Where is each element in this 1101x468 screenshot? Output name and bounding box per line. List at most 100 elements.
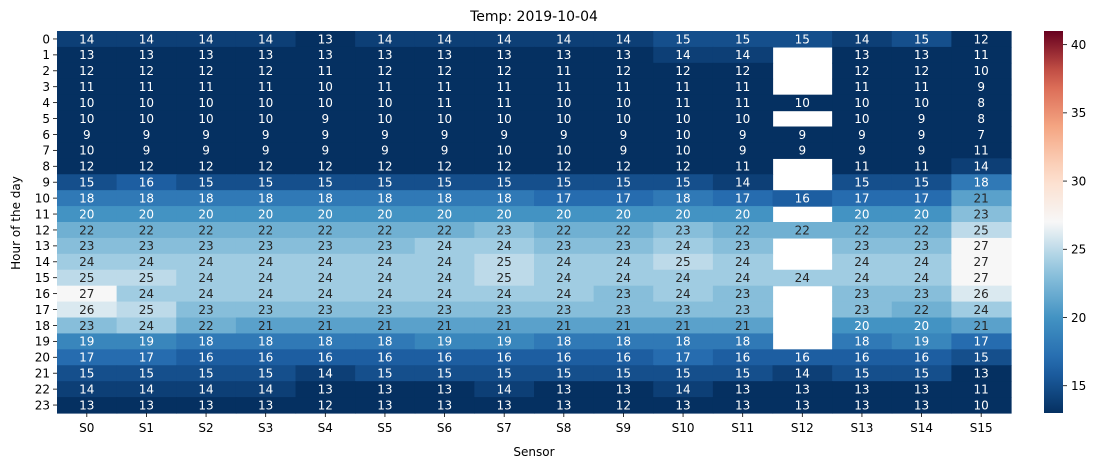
cell-value-label: 20	[914, 207, 929, 221]
heatmap-cell	[295, 31, 356, 48]
cell-value-label: 21	[974, 319, 989, 333]
cell-value-label: 24	[198, 255, 213, 269]
colorbar-tick-label: 15	[1071, 379, 1086, 393]
heatmap-cell	[176, 237, 237, 255]
cell-value-label: 15	[198, 176, 213, 190]
cell-value-label: 23	[258, 239, 273, 253]
heatmap-cell	[891, 110, 952, 128]
y-tick-label: 6	[42, 128, 50, 142]
heatmap-cell	[772, 94, 833, 112]
cell-value-label: 14	[735, 176, 750, 190]
heatmap-cell	[355, 253, 416, 271]
heatmap-cell	[891, 206, 952, 223]
heatmap-cell	[474, 317, 535, 335]
heatmap-cell	[176, 381, 237, 398]
heatmap-cell	[414, 365, 475, 382]
heatmap-cell	[414, 237, 475, 255]
heatmap-cell	[355, 110, 416, 128]
heatmap-cell	[414, 46, 475, 64]
cell-value-label: 10	[675, 144, 690, 158]
cell-value-label: 18	[318, 191, 333, 205]
cell-value-label: 13	[556, 398, 571, 412]
cell-value-label: 25	[675, 255, 690, 269]
cell-value-label: 21	[318, 319, 333, 333]
cell-value-label: 18	[675, 335, 690, 349]
heatmap-cell	[116, 46, 177, 64]
heatmap-cell	[414, 174, 475, 191]
heatmap-cell	[235, 46, 297, 64]
cell-value-label: 22	[735, 223, 750, 237]
heatmap-cell	[355, 397, 416, 414]
heatmap-cell	[832, 190, 893, 207]
heatmap-cell	[474, 285, 535, 303]
cell-value-label: 14	[139, 32, 154, 46]
heatmap-cell	[593, 285, 654, 303]
heatmap-cell	[116, 381, 177, 398]
cell-value-label: 24	[318, 255, 333, 269]
heatmap-cell	[832, 397, 893, 414]
heatmap-cell	[355, 333, 416, 350]
heatmap-cell	[176, 78, 237, 96]
y-tick-label: 22	[35, 382, 50, 396]
cell-value-label: 12	[616, 160, 631, 174]
cell-value-label: 15	[497, 176, 512, 190]
cell-value-label: 12	[854, 64, 869, 78]
heatmap-cell	[355, 46, 416, 64]
cell-value-label: 24	[616, 255, 631, 269]
heatmap-cell	[832, 206, 893, 223]
cell-value-label: 9	[441, 128, 449, 142]
heatmap-cell	[593, 222, 654, 239]
heatmap-cell	[832, 94, 893, 112]
cell-value-label: 21	[616, 319, 631, 333]
cell-value-label: 23	[616, 287, 631, 301]
heatmap-cell	[891, 126, 952, 144]
cell-value-label: 15	[616, 367, 631, 381]
cell-value-label: 17	[675, 351, 690, 365]
heatmap-cell	[57, 110, 118, 128]
x-tick-label: S14	[910, 421, 933, 435]
cell-value-label: 24	[854, 271, 869, 285]
cell-value-label: 22	[854, 223, 869, 237]
heatmap-cell	[57, 142, 118, 159]
cell-value-label: 20	[437, 207, 452, 221]
heatmap-cell	[414, 78, 475, 96]
heatmap-cell	[772, 381, 833, 398]
x-tick-label: S9	[616, 421, 631, 435]
heatmap-cell	[295, 317, 356, 335]
heatmap-cell	[474, 46, 535, 64]
heatmap-cell	[951, 190, 1012, 207]
heatmap-cell	[176, 333, 237, 350]
cell-value-label: 10	[437, 112, 452, 126]
heatmap-cell	[593, 206, 654, 223]
heatmap-cell	[951, 253, 1012, 271]
cell-value-label: 15	[675, 367, 690, 381]
cell-value-label: 11	[258, 80, 273, 94]
cell-value-label: 24	[735, 255, 750, 269]
heatmap-cell	[235, 237, 297, 255]
heatmap-cell	[832, 110, 893, 128]
heatmap-cell	[57, 126, 118, 144]
cell-value-label: 16	[318, 351, 333, 365]
heatmap-cell	[593, 333, 654, 350]
cell-value-label: 24	[854, 255, 869, 269]
cell-value-label: 17	[556, 191, 571, 205]
cell-value-label: 21	[437, 319, 452, 333]
heatmap-cell	[951, 62, 1012, 80]
cell-value-label: 13	[556, 48, 571, 62]
cell-value-label: 22	[437, 223, 452, 237]
heatmap-cell	[116, 126, 177, 144]
heatmap-cell	[653, 94, 714, 112]
cell-value-label: 25	[139, 271, 154, 285]
heatmap-cell	[951, 31, 1012, 48]
heatmap-cell	[235, 333, 297, 350]
heatmap-cell	[295, 46, 356, 64]
cell-value-label: 17	[616, 191, 631, 205]
cell-value-label: 9	[143, 144, 151, 158]
cell-value-label: 23	[139, 239, 154, 253]
cell-value-label: 13	[198, 48, 213, 62]
cell-value-label: 24	[79, 255, 94, 269]
cell-value-label: 12	[198, 160, 213, 174]
heatmap-cell	[951, 269, 1012, 287]
heatmap-cell	[414, 349, 475, 366]
x-tick-label: S2	[198, 421, 213, 435]
